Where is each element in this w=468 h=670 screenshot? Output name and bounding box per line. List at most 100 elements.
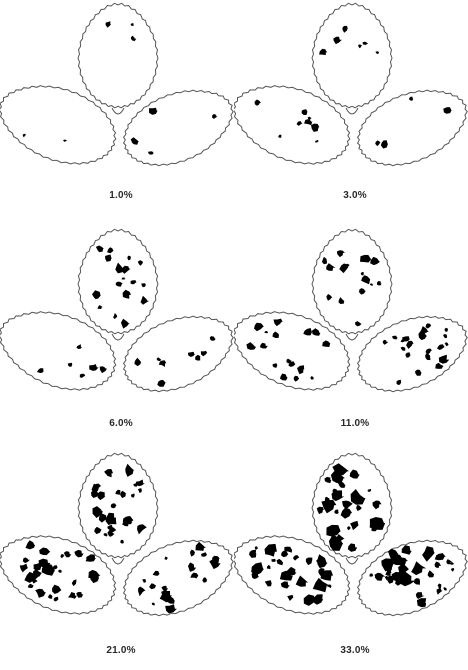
lesion-spot <box>131 493 135 498</box>
left-leaflet <box>234 85 351 165</box>
lesion-spot <box>317 554 328 569</box>
left-leaflet <box>234 311 351 391</box>
lesion-spot <box>264 543 277 557</box>
lesion-spot <box>416 598 427 608</box>
top-leaflet <box>311 228 393 335</box>
lesion-spot <box>167 596 175 604</box>
lesion-spot <box>411 561 427 576</box>
lesion-spot <box>382 339 389 345</box>
lesion-spot <box>95 245 104 253</box>
lesion-spot <box>342 500 353 510</box>
lesion-spot <box>76 592 84 598</box>
lesion-spot <box>135 479 145 487</box>
lesion-spot <box>385 566 392 574</box>
lesion-spot <box>316 506 324 515</box>
lesion-spot <box>202 577 207 583</box>
lesion-spot <box>326 524 341 537</box>
lesion-spot <box>107 529 115 537</box>
lesion-spot <box>246 342 257 350</box>
lesion-spot <box>370 256 381 266</box>
lesion-spot <box>271 558 276 562</box>
petiole <box>111 557 125 565</box>
lesions <box>19 463 221 614</box>
lesion-spot <box>105 21 112 28</box>
lesion-spot <box>419 326 430 335</box>
top-leaflet <box>77 228 159 335</box>
lesion-spot <box>142 579 147 583</box>
right-leaflet <box>122 315 234 393</box>
lesion-spot <box>27 583 34 588</box>
lesion-spot <box>293 375 300 382</box>
lesion-spot <box>58 569 63 573</box>
lesion-spot <box>251 562 264 576</box>
panel-4 <box>234 226 468 446</box>
left-leaflet <box>0 535 117 615</box>
lesion-spot <box>212 555 220 563</box>
lesion-spot <box>71 579 77 587</box>
lesion-spot <box>319 48 328 56</box>
lesion-spot <box>264 580 272 587</box>
lesion-spot <box>288 361 296 367</box>
lesion-spot <box>438 354 450 364</box>
leaf-diagram-6 <box>234 452 468 617</box>
panel-caption-6: 33.0% <box>340 645 370 656</box>
lesion-spot <box>425 348 433 355</box>
lesion-spot <box>76 344 83 349</box>
lesion-spot <box>126 520 133 525</box>
lesion-spot <box>138 586 146 597</box>
lesion-spot <box>97 305 103 309</box>
lesion-spot <box>339 263 349 274</box>
lesion-spot <box>322 340 331 347</box>
lesion-spot <box>52 565 58 570</box>
lesion-spot <box>115 489 121 495</box>
trifoliate-leaf <box>234 228 468 393</box>
lesion-spot <box>303 328 312 336</box>
lesion-spot <box>92 290 101 300</box>
lesion-spot <box>156 357 162 362</box>
top-leaflet <box>77 452 159 559</box>
lesion-spot <box>165 604 177 614</box>
lesion-spot <box>63 551 72 558</box>
lesion-spot <box>249 549 257 558</box>
lesion-spot <box>104 469 114 478</box>
lesion-spot <box>89 364 99 371</box>
lesion-spot <box>148 151 154 155</box>
lesion-spot <box>340 507 353 519</box>
lesion-spot <box>343 26 348 31</box>
petiole <box>345 557 359 565</box>
lesion-spot <box>52 584 62 594</box>
lesion-spot <box>130 280 137 285</box>
lesion-spot <box>251 572 256 576</box>
lesion-spot <box>434 553 446 561</box>
lesion-spot <box>311 123 320 132</box>
right-leaflet <box>122 89 234 167</box>
lesion-spot <box>98 513 108 523</box>
lesion-spot <box>284 546 293 553</box>
lesion-spot <box>121 277 126 280</box>
lesion-spot <box>127 255 132 261</box>
lesion-spot <box>437 583 442 589</box>
lesion-spot <box>60 554 65 559</box>
lesion-spot <box>369 573 374 577</box>
top-leaflet <box>311 2 393 109</box>
lesion-spot <box>356 504 362 511</box>
lesion-spot <box>31 579 38 584</box>
lesion-spot <box>32 569 43 578</box>
trifoliate-leaf <box>0 228 234 393</box>
lesion-spot <box>115 262 123 274</box>
lesion-spot <box>272 331 280 338</box>
right-leaflet <box>122 539 234 617</box>
lesion-spot <box>434 561 441 568</box>
lesion-spot <box>91 483 99 494</box>
lesion-spot <box>359 288 366 295</box>
lesion-spot <box>304 119 313 126</box>
lesion-spot <box>321 256 328 265</box>
lesions <box>246 250 450 385</box>
lesion-spot <box>92 506 103 518</box>
lesion-spot <box>311 328 321 336</box>
lesion-spot <box>443 587 447 591</box>
lesion-spot <box>295 575 308 587</box>
lesion-spot <box>358 44 363 49</box>
left-leaflet <box>0 85 117 165</box>
lesion-spot <box>96 491 106 501</box>
